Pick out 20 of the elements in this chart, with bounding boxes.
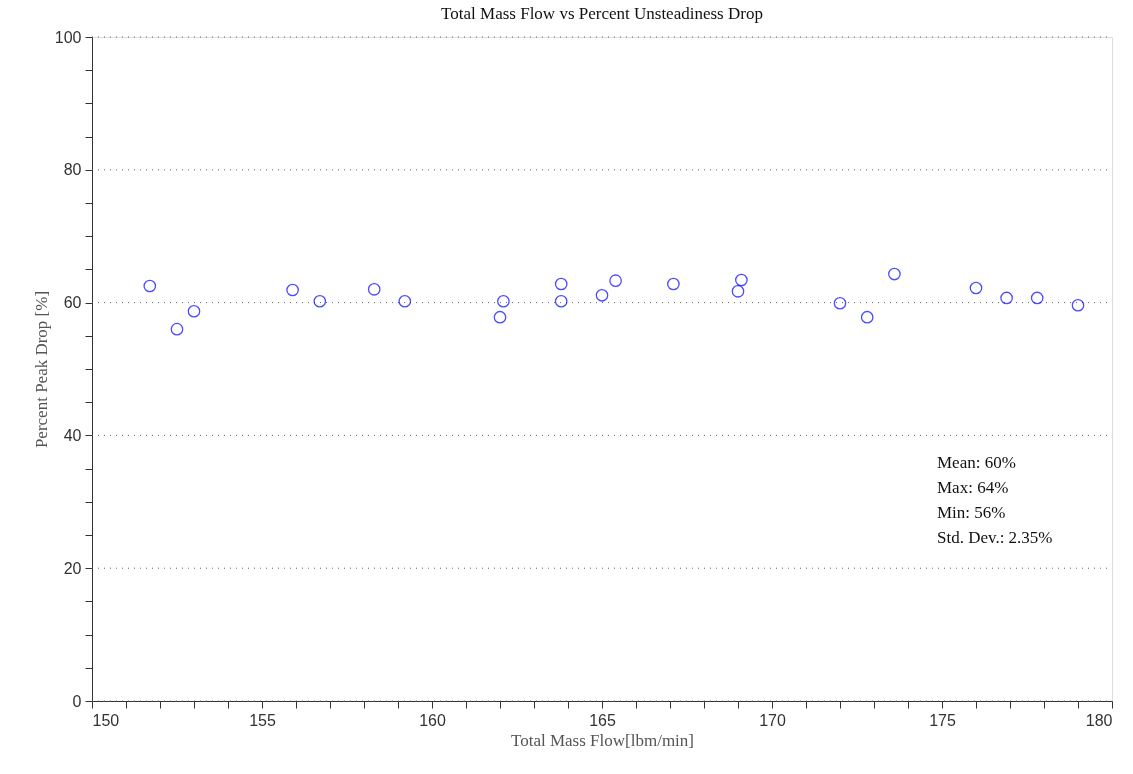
- x-tick-label: 155: [249, 711, 276, 729]
- x-tick-label: 175: [929, 711, 956, 729]
- chart-title: Total Mass Flow vs Percent Unsteadiness Drop: [441, 4, 763, 23]
- x-tick-label: 165: [589, 711, 616, 729]
- annotation: Std. Dev.: 2.35%: [937, 527, 1053, 547]
- annotation: Min: 56%: [937, 502, 1006, 522]
- y-tick-label: 80: [63, 161, 82, 179]
- y-tick-label: 60: [63, 294, 82, 312]
- y-tick-label: 100: [54, 28, 82, 46]
- annotation: Mean: 60%: [937, 452, 1016, 472]
- x-tick-label: 170: [759, 711, 786, 729]
- y-tick-label: 0: [72, 692, 82, 710]
- x-axis-title: Total Mass Flow[lbm/min]: [511, 730, 694, 750]
- y-tick-label: 20: [63, 559, 82, 577]
- x-tick-label: 180: [1085, 711, 1113, 729]
- y-axis-title: Percent Peak Drop [%]: [31, 290, 51, 449]
- annotation: Max: 64%: [937, 477, 1009, 497]
- y-tick-label: 40: [63, 426, 82, 444]
- x-tick-label: 150: [92, 711, 120, 729]
- x-tick-label: 160: [419, 711, 446, 729]
